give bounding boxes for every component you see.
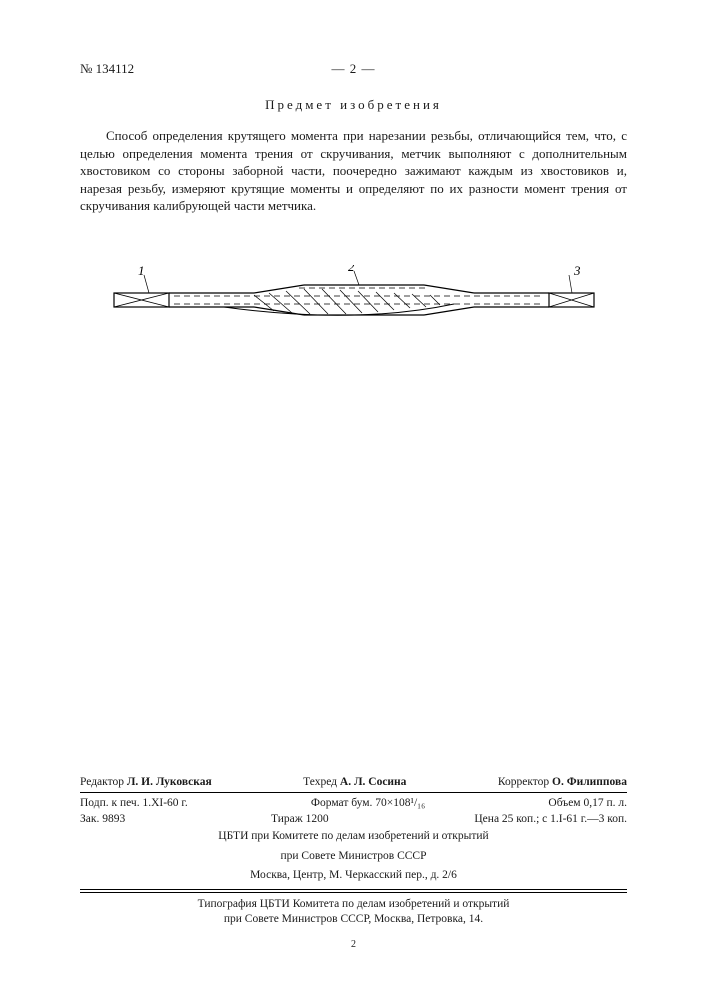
section-title: Предмет изобретения (80, 96, 627, 114)
figure-label-3: 3 (573, 265, 581, 278)
editor-label: Редактор (80, 776, 124, 788)
tech-name: А. Л. Сосина (340, 776, 407, 788)
tap-diagram: 1 2 3 (104, 265, 604, 335)
credits-row: Редактор Л. И. Луковская Техред А. Л. Со… (80, 775, 627, 794)
tech-credit: Техред А. Л. Сосина (303, 775, 406, 791)
figure: 1 2 3 (80, 265, 627, 335)
figure-label-1: 1 (138, 265, 145, 278)
body-paragraph: Способ определения крутящего момента при… (80, 127, 627, 215)
doc-number: № 134112 (80, 60, 134, 78)
tech-label: Техред (303, 776, 337, 788)
paper-format: Формат бум. 70×108¹/₁₆ (311, 796, 425, 812)
imprint-row-1: Подп. к печ. 1.XI-60 г. Формат бум. 70×1… (80, 796, 627, 812)
proof-credit: Корректор О. Филиппова (498, 775, 627, 791)
print-run: Тираж 1200 (271, 812, 329, 828)
price: Цена 25 коп.; с 1.I-61 г.—3 коп. (474, 812, 627, 828)
editor-name: Л. И. Луковская (127, 776, 212, 788)
publisher-address: Москва, Центр, М. Черкасский пер., д. 2/… (80, 866, 627, 886)
publisher-org-2: при Совете Министров СССР (80, 847, 627, 867)
colophon-line-2: при Совете Министров СССР, Москва, Петро… (80, 912, 627, 928)
colophon-line-1: Типография ЦБТИ Комитета по делам изобре… (80, 897, 627, 913)
colophon: Типография ЦБТИ Комитета по делам изобре… (80, 892, 627, 928)
volume: Объем 0,17 п. л. (548, 796, 627, 812)
imprint-row-2: Зак. 9893 Тираж 1200 Цена 25 коп.; с 1.I… (80, 812, 627, 828)
figure-label-2: 2 (348, 265, 355, 274)
page-number-bottom: 2 (80, 938, 627, 952)
proof-label: Корректор (498, 776, 549, 788)
header-line: № 134112 — 2 — № 134112 (80, 60, 627, 78)
editor-credit: Редактор Л. И. Луковская (80, 775, 212, 791)
page-number-top: — 2 — (332, 60, 376, 78)
page: № 134112 — 2 — № 134112 Предмет изобрете… (0, 0, 707, 1000)
imprint-block: Подп. к печ. 1.XI-60 г. Формат бум. 70×1… (80, 793, 627, 890)
print-date: Подп. к печ. 1.XI-60 г. (80, 796, 188, 812)
publisher-org-1: ЦБТИ при Комитете по делам изобретений и… (80, 827, 627, 847)
order-number: Зак. 9893 (80, 812, 125, 828)
proof-name: О. Филиппова (552, 776, 627, 788)
